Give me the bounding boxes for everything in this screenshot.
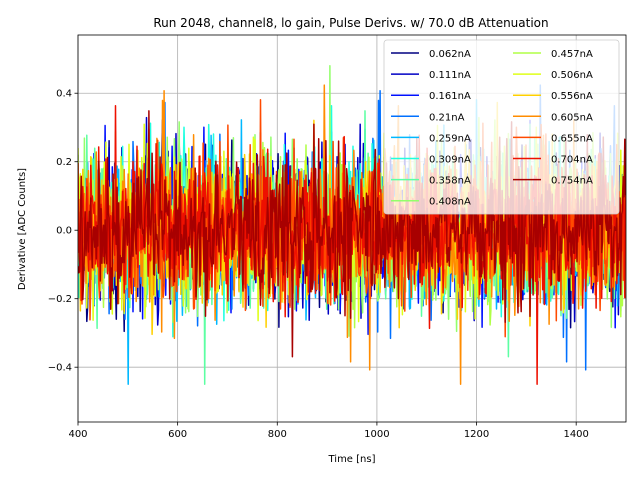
y-tick-label: −0.4 bbox=[48, 363, 72, 374]
legend-label: 0.506nA bbox=[551, 70, 593, 81]
legend-label: 0.754nA bbox=[551, 176, 593, 187]
x-tick-label: 800 bbox=[268, 429, 287, 440]
legend-label: 0.457nA bbox=[551, 49, 593, 60]
x-tick-label: 1400 bbox=[563, 429, 588, 440]
x-axis-ticks: 400 600 800 1000 1200 1400 bbox=[68, 422, 589, 440]
y-tick-label: −0.2 bbox=[48, 294, 72, 305]
y-tick-label: 0.0 bbox=[56, 226, 72, 237]
x-tick-label: 1200 bbox=[464, 429, 489, 440]
legend-label: 0.161nA bbox=[429, 91, 471, 102]
x-axis-label: Time [ns] bbox=[327, 454, 375, 465]
x-tick-label: 600 bbox=[168, 429, 187, 440]
chart-title: Run 2048, channel8, lo gain, Pulse Deriv… bbox=[153, 16, 548, 30]
legend-label: 0.062nA bbox=[429, 49, 471, 60]
y-tick-label: 0.2 bbox=[56, 157, 72, 168]
x-tick-label: 400 bbox=[68, 429, 87, 440]
plot-frame bbox=[77, 34, 627, 423]
legend-label: 0.704nA bbox=[551, 155, 593, 166]
y-axis-ticks: −0.4 −0.2 0.0 0.2 0.4 bbox=[48, 89, 78, 374]
y-axis-label: Derivative [ADC Counts] bbox=[17, 168, 28, 290]
legend-label: 0.605nA bbox=[551, 112, 593, 123]
y-tick-label: 0.4 bbox=[56, 89, 72, 100]
legend-label: 0.309nA bbox=[429, 155, 471, 166]
legend-label: 0.358nA bbox=[429, 176, 471, 187]
legend-label: 0.111nA bbox=[429, 70, 471, 81]
legend-label: 0.556nA bbox=[551, 91, 593, 102]
x-tick-label: 1000 bbox=[364, 429, 389, 440]
legend-label: 0.259nA bbox=[429, 133, 471, 144]
legend-box bbox=[383, 39, 620, 215]
legend: 0.062nA 0.111nA 0.161nA 0.21nA 0.259nA 0.309n… bbox=[383, 39, 620, 215]
legend-label: 0.408nA bbox=[429, 197, 471, 208]
legend-label: 0.655nA bbox=[551, 133, 593, 144]
legend-label: 0.21nA bbox=[429, 112, 465, 123]
